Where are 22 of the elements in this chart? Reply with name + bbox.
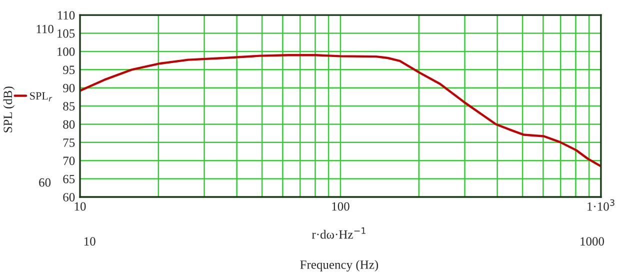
text: 10 xyxy=(84,237,96,246)
y-tick-label: 80 xyxy=(63,120,75,129)
x-tick-label: 10 xyxy=(74,202,86,211)
y-tick-label: 100 xyxy=(57,47,75,56)
y-tick-label: 60 xyxy=(63,193,75,202)
text: 110 xyxy=(36,24,54,34)
y-tick-label: 90 xyxy=(63,84,75,92)
text: 1000 xyxy=(580,237,604,246)
y-tick-label: 95 xyxy=(63,66,75,74)
legend-label: SPL$_{r}$ xyxy=(30,92,52,102)
y-tick-label: 110 xyxy=(58,11,75,20)
x-tick-label: 100 xyxy=(332,202,350,211)
y-tick-label: 75 xyxy=(63,138,75,147)
y-tick-label: 70 xyxy=(63,156,75,166)
y-tick-label: 85 xyxy=(63,102,75,110)
y-axis-title: SPL (dB) xyxy=(3,86,15,132)
text: 60 xyxy=(39,178,51,187)
x-tick-label: 1·10$^{3}$ xyxy=(588,199,614,211)
text: Frequency (Hz) xyxy=(300,260,378,272)
y-tick-label: 105 xyxy=(57,29,75,38)
y-tick-label: 65 xyxy=(63,174,75,184)
x-axis-title: r·dω·Hz$^{−1}$ xyxy=(312,227,366,239)
